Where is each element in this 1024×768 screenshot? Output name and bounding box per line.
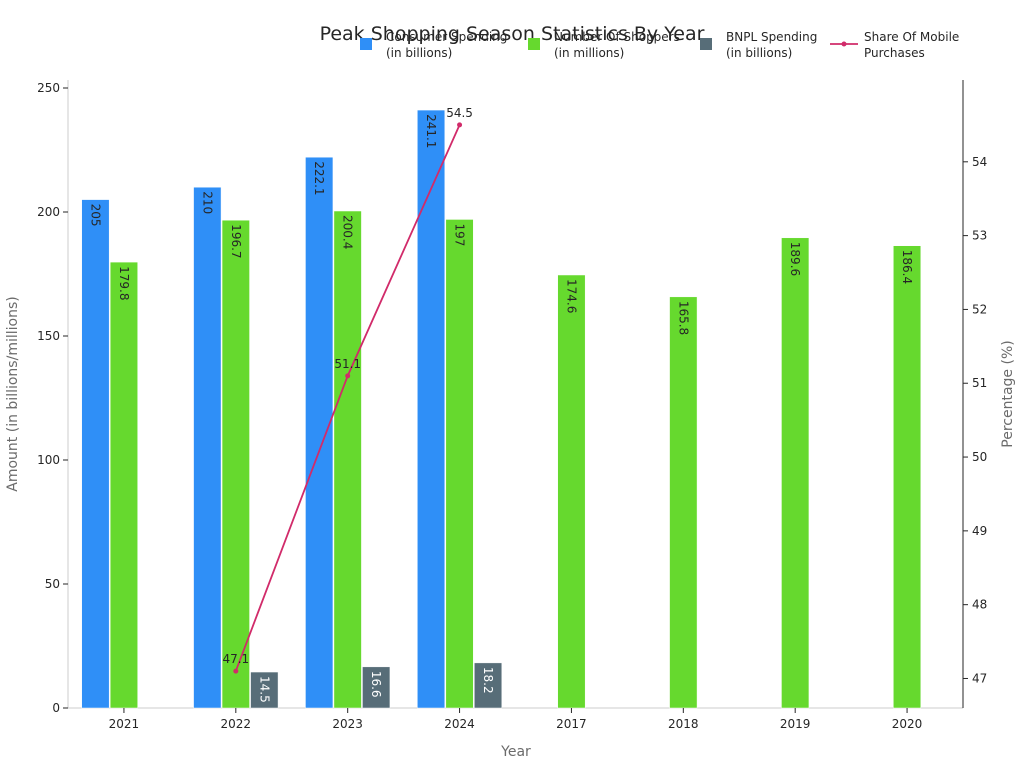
- line-point: [345, 373, 351, 379]
- y2-tick-label: 51: [972, 376, 987, 390]
- y2-tick-label: 48: [972, 598, 987, 612]
- x-axis-title: Year: [500, 744, 531, 760]
- bar-value-label: 200.4: [341, 215, 355, 249]
- bar: [362, 666, 391, 709]
- chart-title: Peak Shopping Season Statistics By Year: [320, 23, 705, 45]
- line-group: 47.1 51.1 54.5: [222, 106, 473, 674]
- bar: [417, 109, 446, 709]
- x-tick-label: 2019: [780, 717, 811, 731]
- y-tick-label: 150: [37, 329, 60, 343]
- legend-label: Number Of Shoppers: [554, 30, 680, 44]
- y2-tick-label: 49: [972, 524, 987, 538]
- legend-swatch: [700, 38, 712, 50]
- bar-value-label: 189.6: [788, 242, 802, 276]
- bar-value-label: 179.8: [117, 266, 131, 300]
- y-ticks: 0 50 100 150 200 250: [37, 81, 68, 715]
- bar: [445, 219, 474, 709]
- line-point: [457, 122, 463, 128]
- legend-label-line2: (in millions): [554, 46, 624, 60]
- x-tick-label: 2024: [444, 717, 475, 731]
- bar-value-label: 205: [88, 204, 102, 227]
- y-tick-label: 100: [37, 453, 60, 467]
- bar-value-label: 14.5: [257, 676, 271, 703]
- bar: [109, 261, 138, 709]
- legend-marker: [841, 41, 847, 47]
- x-tick-label: 2020: [892, 717, 923, 731]
- line-point-label: 47.1: [222, 652, 249, 666]
- bar: [333, 210, 362, 709]
- line-point-label: 54.5: [446, 106, 473, 120]
- bar: [781, 237, 810, 709]
- bars-group: 205 210 222.1 241.1 179.8 196.7 200.4 197 174.6 1…: [81, 109, 922, 709]
- bar-value-label: 165.8: [676, 301, 690, 335]
- y2-axis-title: Percentage (%): [1000, 340, 1016, 447]
- bar: [221, 219, 250, 709]
- y-tick-label: 0: [52, 701, 60, 715]
- legend-label-line2: (in billions): [386, 46, 452, 60]
- bar-value-label: 186.4: [900, 250, 914, 284]
- y2-tick-label: 52: [972, 302, 987, 316]
- legend: Consumer Spending (in billions) Number Of …: [360, 30, 959, 60]
- y2-ticks: 47 48 49 50 51 52 53 54: [963, 155, 987, 685]
- bar-value-label: 174.6: [564, 279, 578, 313]
- legend-label: Consumer Spending: [386, 30, 507, 44]
- y-axis-title: Amount (in billions/millions): [5, 296, 21, 491]
- bar-value-label: 210: [200, 191, 214, 214]
- plot-area: 205 210 222.1 241.1 179.8 196.7 200.4 197 174.6 1…: [37, 80, 987, 731]
- x-tick-label: 2021: [109, 717, 140, 731]
- legend-label-line2: (in billions): [726, 46, 792, 60]
- y-tick-label: 50: [45, 577, 60, 591]
- bar-value-label: 197: [453, 223, 467, 246]
- bar: [669, 296, 698, 709]
- legend-label: Share Of Mobile: [864, 30, 959, 44]
- bar: [193, 186, 222, 709]
- y2-tick-label: 54: [972, 155, 987, 169]
- y2-tick-label: 53: [972, 229, 987, 243]
- y2-tick-label: 47: [972, 671, 987, 685]
- bar: [305, 156, 334, 709]
- bar-value-label: 16.6: [369, 671, 383, 698]
- bar: [250, 671, 279, 709]
- bar: [81, 199, 110, 709]
- legend-swatch: [360, 38, 372, 50]
- x-ticks: 2021 2022 2023 2024 2017 2018 2019 2020: [109, 708, 923, 731]
- x-tick-label: 2022: [221, 717, 252, 731]
- bar-value-label: 196.7: [229, 224, 243, 258]
- line-point: [233, 668, 239, 674]
- y-tick-label: 250: [37, 81, 60, 95]
- x-tick-label: 2023: [332, 717, 363, 731]
- bar: [557, 274, 586, 709]
- bar-value-label: 222.1: [312, 161, 326, 195]
- legend-swatch: [528, 38, 540, 50]
- x-tick-label: 2017: [556, 717, 587, 731]
- bar-value-label: 18.2: [481, 667, 495, 694]
- legend-label-line2: Purchases: [864, 46, 925, 60]
- line-point-label: 51.1: [334, 357, 361, 371]
- bar-value-label: 241.1: [424, 114, 438, 148]
- y-tick-label: 200: [37, 205, 60, 219]
- x-tick-label: 2018: [668, 717, 699, 731]
- y2-tick-label: 50: [972, 450, 987, 464]
- bar: [474, 662, 503, 709]
- bar: [893, 245, 922, 709]
- legend-label: BNPL Spending: [726, 30, 817, 44]
